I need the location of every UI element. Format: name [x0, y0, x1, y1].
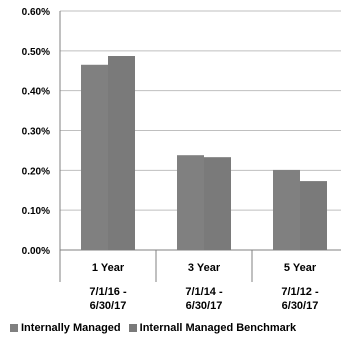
bar-internally-managed [81, 64, 108, 251]
x-category-date-start: 7/1/12 - [281, 286, 319, 298]
legend-swatch-internally-managed [10, 324, 18, 332]
y-tick-label: 0.60% [22, 7, 50, 18]
legend-swatch-benchmark [128, 324, 137, 332]
bar-internally-managed [177, 155, 204, 250]
x-category-date-start: 7/1/16 - [89, 286, 127, 298]
y-tick-label: 0.00% [22, 246, 50, 257]
bar-benchmark [204, 157, 231, 250]
bar-benchmark [300, 181, 327, 250]
x-category-date-end: 6/30/17 [282, 300, 319, 312]
y-tick-label: 0.30% [22, 127, 50, 138]
x-category-label: 5 Year [284, 262, 317, 274]
x-category-label: 1 Year [92, 262, 125, 274]
y-tick-label: 0.40% [22, 87, 50, 98]
legend-item-internally-managed: Internally Managed [10, 322, 121, 334]
bar-benchmark [108, 56, 135, 251]
x-category-date-end: 6/30/17 [90, 300, 127, 312]
x-category-date-end: 6/30/17 [186, 300, 223, 312]
y-tick-label: 0.10% [22, 206, 50, 217]
legend-label-internally-managed: Internally Managed [21, 322, 121, 334]
legend-label-benchmark: Internall Managed Benchmark [139, 322, 297, 334]
x-category-date-start: 7/1/14 - [185, 286, 223, 298]
x-category-label: 3 Year [188, 262, 221, 274]
bar-internally-managed [273, 169, 300, 250]
y-tick-label: 0.50% [22, 47, 50, 58]
legend-item-benchmark: Internall Managed Benchmark [128, 322, 297, 334]
legend: Internally Managed Internall Managed Ben… [10, 322, 304, 334]
y-tick-label: 0.20% [22, 166, 50, 177]
